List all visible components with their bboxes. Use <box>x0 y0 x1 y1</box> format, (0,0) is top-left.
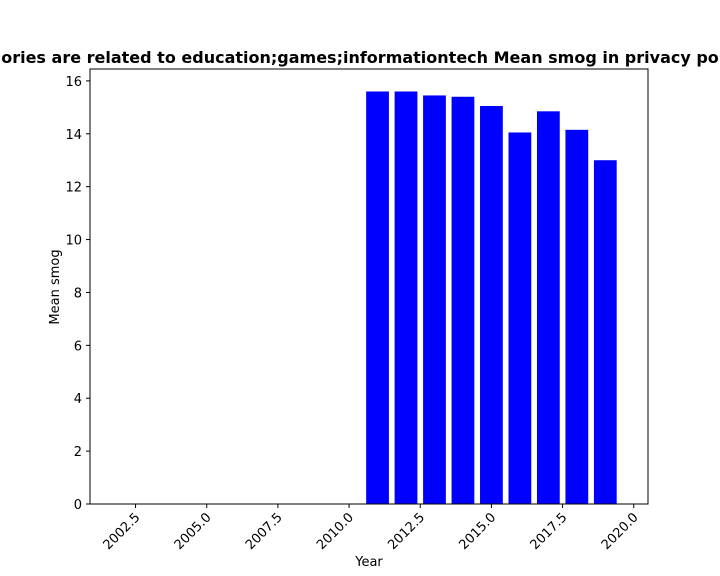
y-tick-label: 12 <box>65 181 82 196</box>
y-tick-label: 10 <box>65 234 82 249</box>
bars-group <box>366 91 617 505</box>
y-tick-label: 16 <box>65 75 82 90</box>
x-axis: 2002.5 2005.0 2007.5 2010.0 2012.5 2015.0 2017… <box>101 504 642 553</box>
bar-2016 <box>508 132 532 504</box>
y-axis: 0 2 4 6 8 10 12 14 16 <box>65 75 90 513</box>
bar-2015 <box>480 106 503 505</box>
y-tick-label: 14 <box>65 128 82 143</box>
bar-2017 <box>536 111 560 504</box>
x-tick-label: 2002.5 <box>101 510 144 553</box>
bar-2012 <box>394 91 418 504</box>
x-tick-label: 2010.0 <box>314 510 357 553</box>
y-axis-label: Mean smog <box>48 249 63 324</box>
x-tick-label: 2015.0 <box>456 510 499 553</box>
bar-2014 <box>451 96 475 505</box>
y-tick-label: 2 <box>74 445 82 460</box>
x-tick-label: 2007.5 <box>243 510 286 553</box>
bar-2011 <box>366 91 389 504</box>
x-tick-label: 2012.5 <box>385 510 428 553</box>
plot-frame <box>89 68 649 505</box>
y-tick-label: 6 <box>74 339 82 354</box>
bar-2019 <box>593 160 617 505</box>
x-tick-label: 2005.0 <box>172 510 215 553</box>
bar-2013 <box>423 95 446 504</box>
y-tick-label: 8 <box>74 286 82 301</box>
x-tick-label: 2017.5 <box>528 510 571 553</box>
chart-title: …ories are related to education;games;in… <box>0 48 720 67</box>
bar-2018 <box>565 129 589 504</box>
x-tick-label: 2020.0 <box>599 510 642 553</box>
x-axis-label: Year <box>354 555 383 570</box>
y-tick-label: 0 <box>74 498 82 513</box>
y-tick-label: 4 <box>74 392 82 407</box>
